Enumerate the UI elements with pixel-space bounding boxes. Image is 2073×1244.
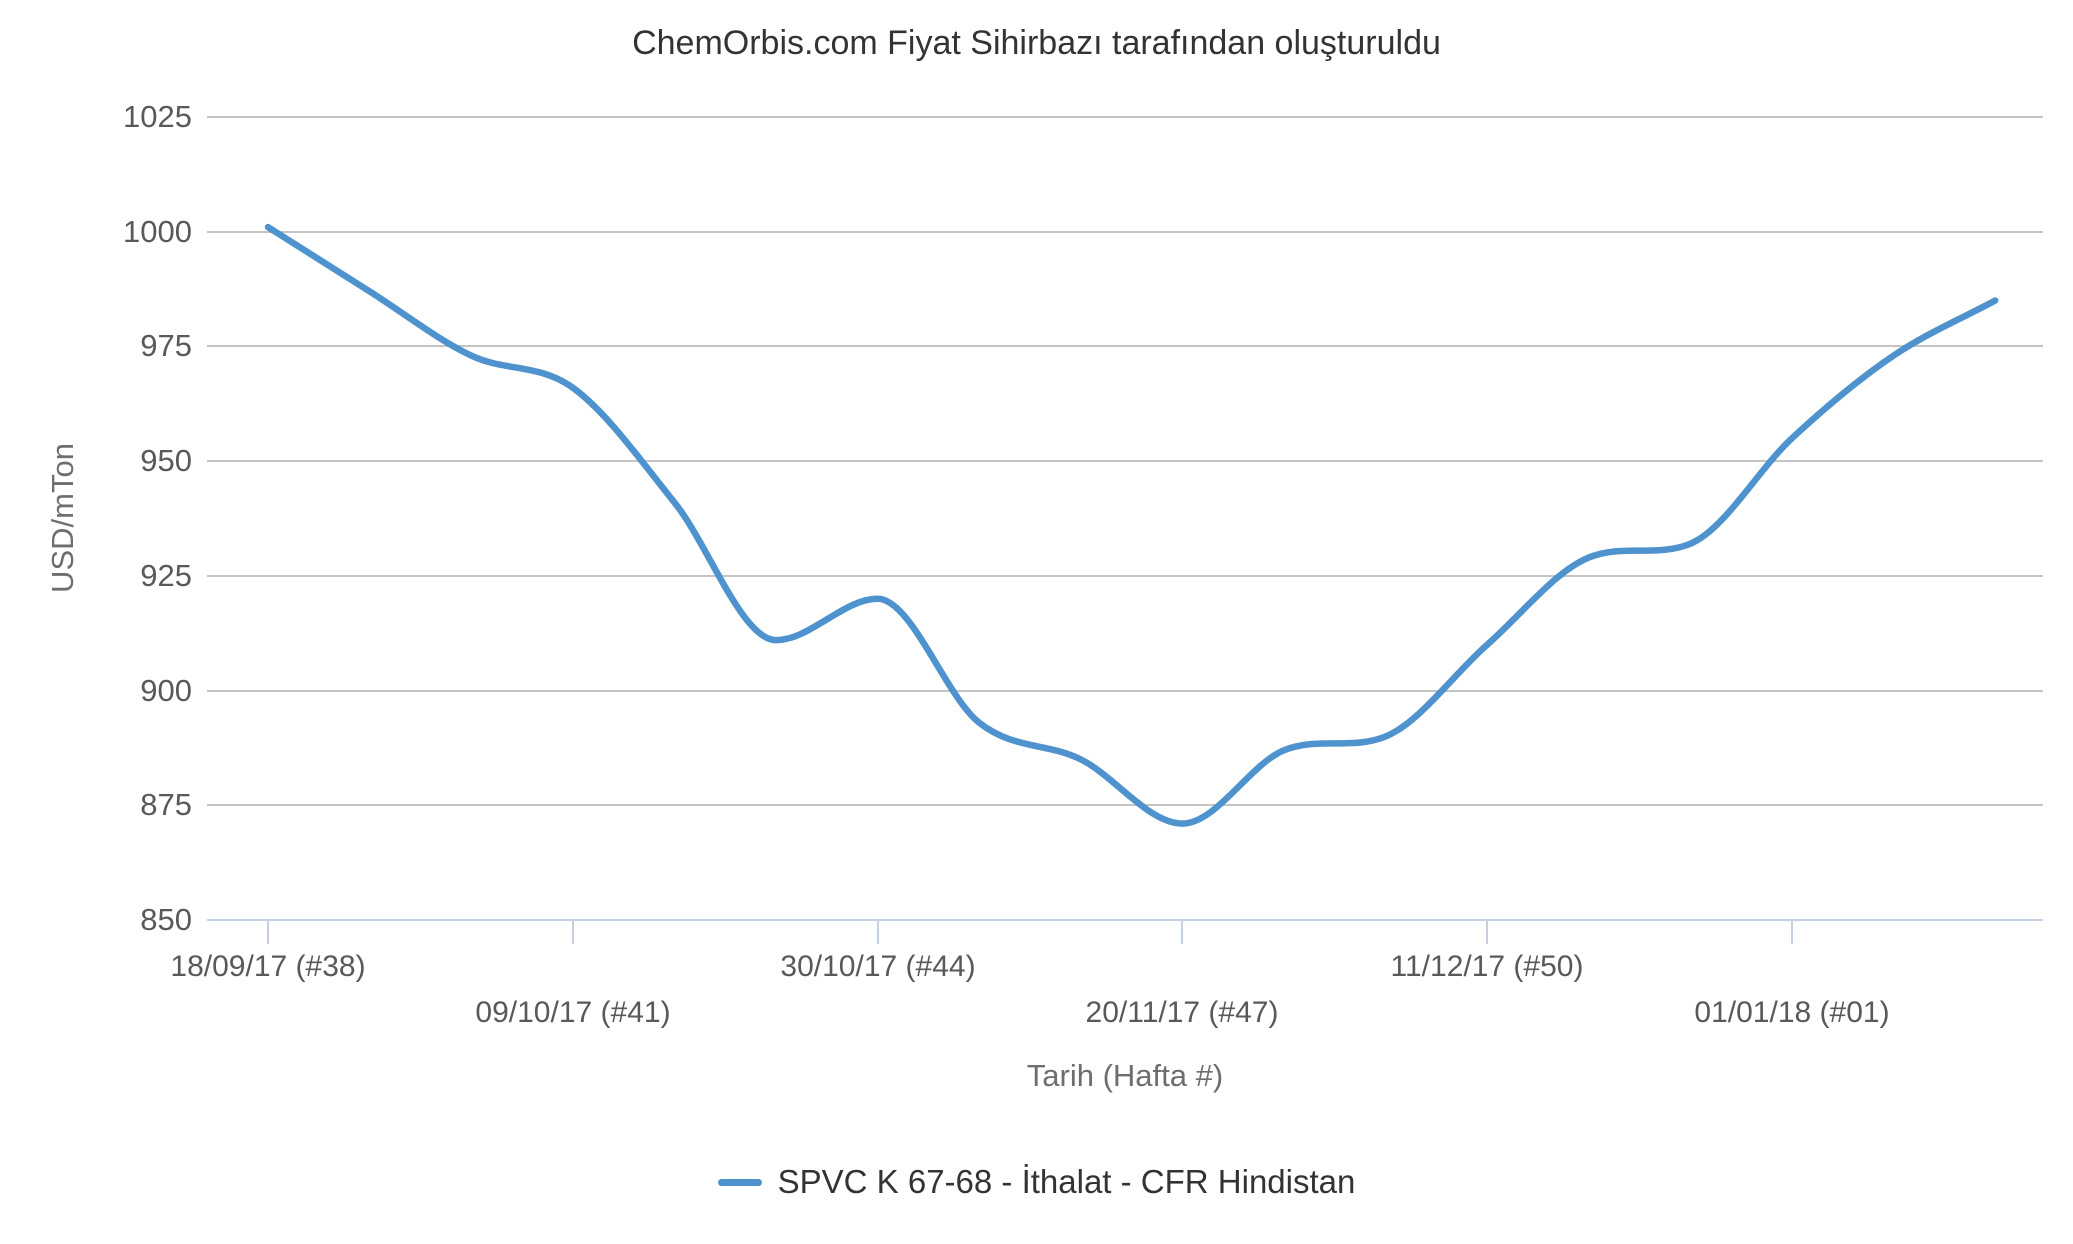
gridline — [207, 690, 2043, 692]
x-axis-label: 11/12/17 (#50) — [1390, 950, 1584, 983]
gridline — [207, 345, 2043, 347]
y-axis-label: 950 — [140, 443, 192, 478]
y-axis-label: 1000 — [123, 214, 192, 249]
series-line — [264, 223, 1999, 827]
x-tick-mark — [1181, 920, 1183, 944]
x-axis-label: 20/11/17 (#47) — [1085, 996, 1279, 1029]
y-axis-label: 1025 — [123, 99, 192, 134]
legend: SPVC K 67-68 - İthalat - CFR Hindistan — [0, 1163, 2073, 1201]
x-tick-mark — [572, 920, 574, 944]
x-axis-label: 18/09/17 (#38) — [170, 950, 366, 983]
gridline — [207, 116, 2043, 118]
gridline — [207, 575, 2043, 577]
x-axis-line — [207, 919, 2043, 921]
x-tick-mark — [1791, 920, 1793, 944]
gridline — [207, 460, 2043, 462]
legend-item[interactable]: SPVC K 67-68 - İthalat - CFR Hindistan — [717, 1163, 1356, 1201]
chart-title: ChemOrbis.com Fiyat Sihirbazı tarafından… — [632, 24, 1441, 62]
gridline — [207, 804, 2043, 806]
legend-line-marker — [717, 1178, 762, 1186]
x-tick-mark — [1486, 920, 1488, 944]
x-axis-label: 09/10/17 (#41) — [475, 996, 671, 1029]
y-axis-label: 975 — [140, 328, 192, 363]
y-axis-label: 925 — [140, 558, 192, 593]
y-axis-label: 850 — [140, 902, 192, 937]
x-axis-label: 01/01/18 (#01) — [1694, 996, 1890, 1029]
y-axis-label: 875 — [140, 787, 192, 822]
x-tick-mark — [877, 920, 879, 944]
legend-series-label: SPVC K 67-68 - İthalat - CFR Hindistan — [777, 1163, 1356, 1200]
x-tick-mark — [267, 920, 269, 944]
x-axis-title: Tarih (Hafta #) — [1026, 1058, 1224, 1093]
y-axis-label: 900 — [140, 673, 192, 708]
gridline — [207, 231, 2043, 233]
x-axis-label: 30/10/17 (#44) — [780, 950, 976, 983]
